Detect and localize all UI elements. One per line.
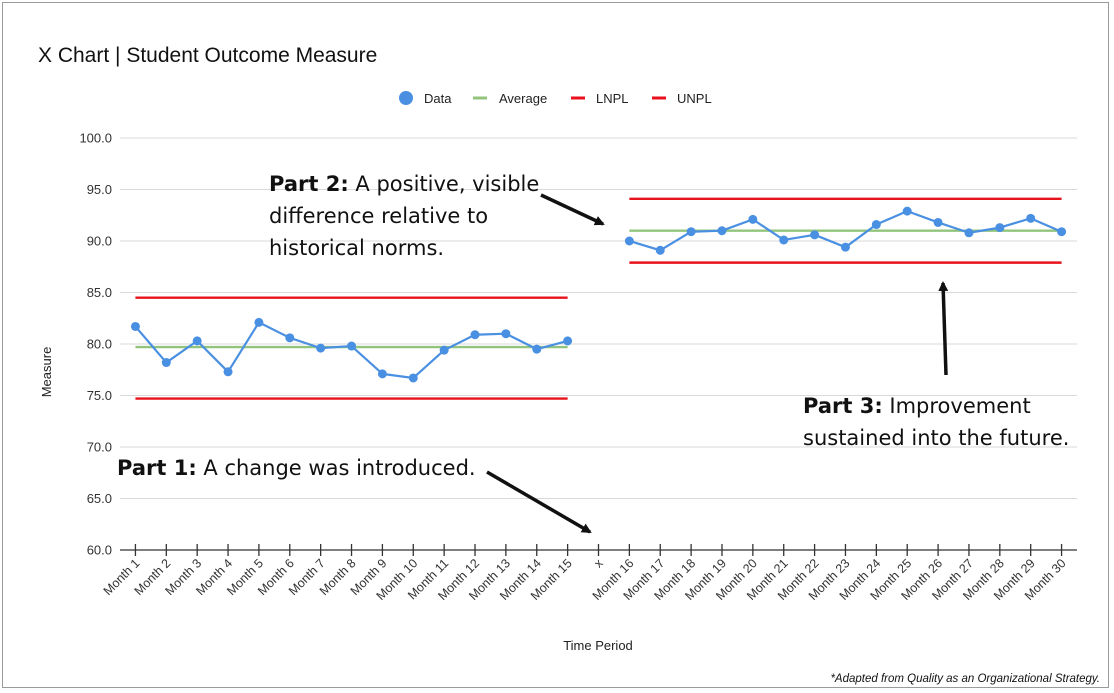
data-point — [470, 330, 480, 340]
y-axis-label: Measure — [39, 347, 54, 398]
legend-unpl-label: UNPL — [677, 91, 712, 106]
part2-annotation: Part 2: A positive, visible difference r… — [269, 168, 539, 264]
y-axis-ticks: 60.0 65.0 70.0 75.0 80.0 85.0 90.0 95.0 100.0 — [79, 131, 112, 558]
data-point — [316, 343, 326, 353]
legend-average-label: Average — [499, 91, 547, 106]
y-tick-label: 80.0 — [87, 337, 112, 352]
data-point — [1026, 213, 1036, 223]
footnote: *Adapted from Quality as an Organization… — [830, 673, 1100, 685]
data-point — [748, 214, 758, 224]
part3-line2: sustained into the future. — [803, 426, 1070, 450]
y-tick-label: 85.0 — [87, 285, 112, 300]
data-point — [439, 345, 449, 355]
data-point — [563, 336, 573, 346]
legend-data-marker — [399, 91, 413, 105]
data-point — [130, 321, 140, 331]
data-points — [130, 206, 1067, 383]
data-point — [995, 223, 1005, 233]
legend: Data Average LNPL UNPL — [399, 91, 712, 106]
y-tick-label: 65.0 — [87, 491, 112, 506]
part1-arrow — [486, 470, 592, 534]
data-point — [686, 227, 696, 237]
part2-line2: difference relative to — [269, 204, 489, 228]
chart-title: X Chart | Student Outcome Measure — [38, 44, 377, 67]
y-tick-label: 95.0 — [87, 182, 112, 197]
part2-heading: Part 2: — [269, 172, 349, 196]
part3-heading: Part 3: — [803, 394, 883, 418]
part1-text: A change was introduced. — [203, 456, 476, 480]
part3-line1: Improvement — [889, 394, 1031, 418]
data-point — [223, 367, 233, 377]
data-point — [285, 333, 295, 343]
legend-lnpl-label: LNPL — [596, 91, 629, 106]
data-point — [532, 344, 542, 354]
part3-arrow — [938, 281, 949, 376]
data-point — [254, 317, 264, 327]
data-point — [408, 373, 418, 383]
part1-annotation: Part 1: A change was introduced. — [117, 452, 476, 484]
data-point — [501, 329, 511, 339]
data-point — [933, 217, 943, 227]
data-point — [810, 230, 820, 240]
gridlines — [120, 137, 1077, 499]
data-point — [192, 336, 202, 346]
part2-line3: historical norms. — [269, 236, 445, 260]
data-point — [871, 220, 881, 230]
data-point — [717, 226, 727, 236]
x-tick-label: x — [591, 556, 606, 571]
part2-arrow — [540, 193, 605, 226]
data-point — [347, 341, 357, 351]
part1-heading: Part 1: — [117, 456, 197, 480]
data-point — [161, 358, 171, 368]
data-point — [1057, 227, 1067, 237]
y-tick-label: 90.0 — [87, 234, 112, 249]
y-tick-label: 75.0 — [87, 388, 112, 403]
data-point — [655, 245, 665, 255]
y-tick-label: 70.0 — [87, 440, 112, 455]
y-tick-label: 60.0 — [87, 543, 112, 558]
data-point — [377, 369, 387, 379]
data-point — [624, 236, 634, 246]
data-point — [779, 235, 789, 245]
part2-line1: A positive, visible — [355, 172, 540, 196]
legend-data-label: Data — [424, 91, 452, 106]
data-point — [964, 228, 974, 238]
part3-annotation: Part 3: Improvement sustained into the f… — [803, 390, 1069, 454]
y-tick-label: 100.0 — [79, 131, 112, 146]
data-point — [840, 242, 850, 252]
x-axis-label: Time Period — [563, 638, 633, 653]
data-point — [902, 206, 912, 216]
